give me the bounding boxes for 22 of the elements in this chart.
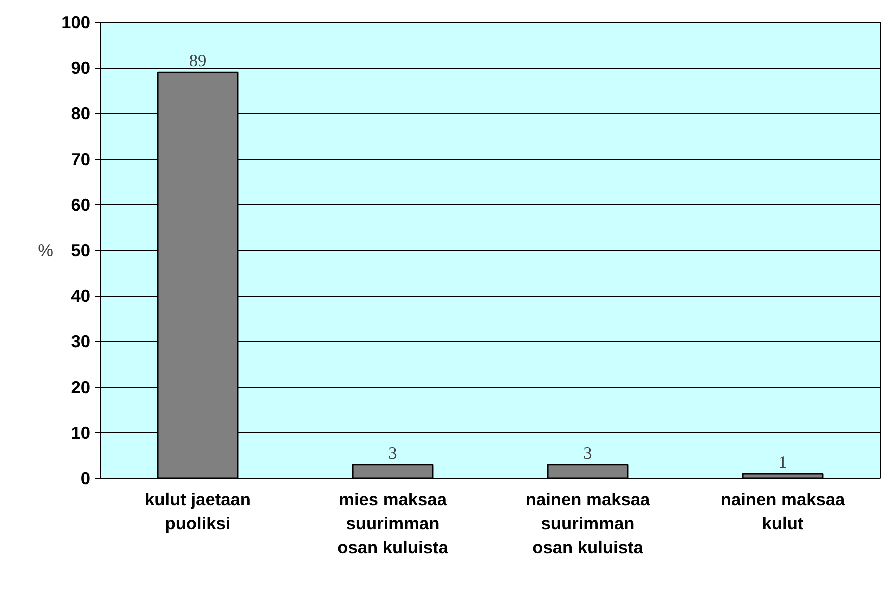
data-label: 3 (584, 444, 592, 463)
x-tick-label: nainen maksaa kulut (720, 490, 846, 534)
bar (547, 464, 629, 478)
y-tick-label: 50 (71, 240, 91, 260)
x-tick-label: nainen maksaa suurimman osan kuluista (526, 490, 650, 558)
y-tick-label: 10 (71, 422, 91, 443)
y-tick-label: 20 (71, 377, 91, 398)
data-label: 89 (189, 52, 207, 71)
bar (352, 464, 434, 478)
y-tick-label: 70 (71, 149, 91, 170)
y-tick-label: 30 (71, 332, 91, 352)
data-label: 3 (388, 444, 398, 463)
x-tick-label: kulut jaetaan puoliksi (145, 490, 251, 534)
y-tick-label: 60 (71, 194, 91, 215)
y-tick-label: 40 (71, 286, 91, 306)
y-tick-label: 100 (62, 12, 91, 32)
x-tick-label: mies maksaa suurimman osan kuluista (338, 490, 449, 558)
y-tick-label: 80 (71, 104, 91, 124)
y-axis-title: % (38, 240, 54, 260)
y-tick-label: 90 (71, 58, 91, 78)
y-tick-label: 0 (80, 468, 91, 488)
data-label: 1 (778, 452, 788, 472)
